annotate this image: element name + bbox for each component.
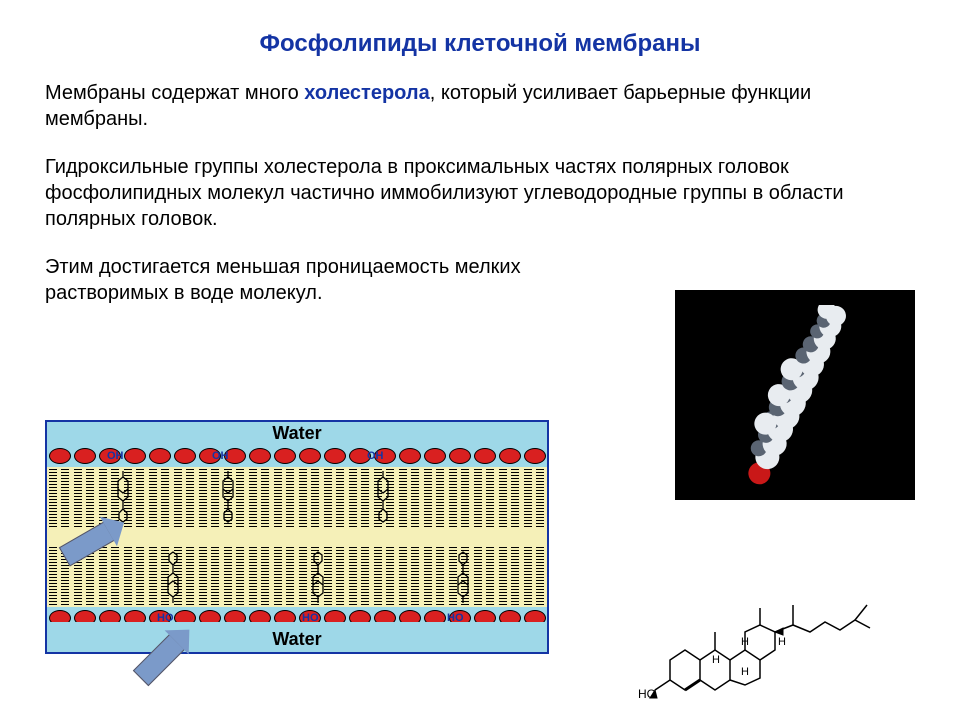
cholesterol-molecule <box>162 550 184 605</box>
lipid-tail <box>528 467 529 607</box>
lipid-head <box>474 448 496 464</box>
oh-label: HO <box>447 612 464 624</box>
lipid-head <box>174 448 196 464</box>
lipid-tail <box>153 467 154 607</box>
cholesterol-structure-formula: HO H H H H <box>635 550 925 710</box>
structure-svg: HO H H H H <box>635 550 925 710</box>
lipid-tail <box>428 467 429 607</box>
oh-label: OH <box>107 450 124 462</box>
lipid-head <box>399 448 421 464</box>
molecule-3d-svg <box>695 305 895 485</box>
h-label: H <box>741 666 749 678</box>
lipid-head <box>499 448 521 464</box>
lipid-tail <box>365 467 366 607</box>
paragraph-2: Гидроксильные группы холестерола в прокс… <box>0 154 960 232</box>
lipid-tail <box>503 467 504 607</box>
oh-label: HO <box>302 612 319 624</box>
lipid-head <box>449 448 471 464</box>
lipid-tail <box>353 467 354 607</box>
lipid-head <box>299 448 321 464</box>
lipid-tail <box>440 467 441 607</box>
lipid-tail <box>65 467 66 607</box>
cholesterol-molecule <box>307 550 329 605</box>
lipid-tail <box>478 467 479 607</box>
lipid-tail <box>53 467 54 607</box>
lipid-head <box>124 448 146 464</box>
lipid-tail <box>415 467 416 607</box>
cholesterol-molecule <box>372 469 394 524</box>
lipid-tail <box>515 467 516 607</box>
h-label: H <box>778 636 786 648</box>
cholesterol-molecule <box>452 550 474 605</box>
cholesterol-3d-model <box>675 290 915 500</box>
lipid-head <box>524 448 546 464</box>
lipid-head <box>49 448 71 464</box>
lipid-head <box>149 448 171 464</box>
para1-highlight: холестерола <box>304 82 429 104</box>
lipid-tail <box>253 467 254 607</box>
lipid-tail <box>490 467 491 607</box>
lipid-head <box>74 448 96 464</box>
para1-pre: Мембраны содержат много <box>45 82 304 104</box>
lipid-tail <box>540 467 541 607</box>
lipid-tail <box>403 467 404 607</box>
lipid-tail <box>303 467 304 607</box>
lipid-head <box>274 448 296 464</box>
h-label: H <box>712 654 720 666</box>
water-bottom-label: Water <box>47 622 547 652</box>
lipid-head <box>424 448 446 464</box>
h-label: H <box>741 636 749 648</box>
lipid-tail <box>140 467 141 607</box>
